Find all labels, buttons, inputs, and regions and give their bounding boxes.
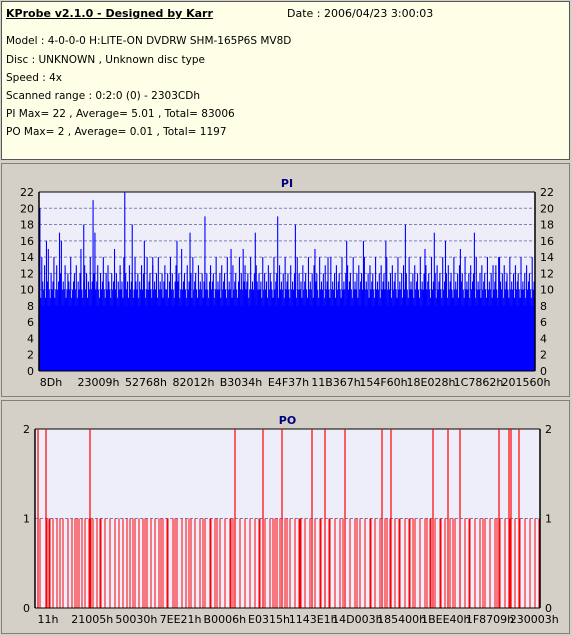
y-tick-left: 2 bbox=[23, 423, 30, 436]
y-tick-left: 12 bbox=[20, 267, 34, 280]
range-line: Scanned range : 0:2:0 (0) - 2303CDh bbox=[6, 90, 200, 102]
x-tick-label: 1143E1h bbox=[289, 613, 338, 626]
x-tick-label: 21005h bbox=[71, 613, 113, 626]
chart-title: PO bbox=[279, 414, 296, 427]
y-tick-right: 0 bbox=[540, 365, 547, 378]
y-tick-right: 12 bbox=[540, 267, 554, 280]
x-tick-label: B3034h bbox=[220, 376, 263, 389]
po-chart: PO 0 0 1 1 2 2 11h 21005h 50030h 7EE21h B0006h E0315… bbox=[23, 414, 559, 626]
x-tick-label: 18E028h bbox=[407, 376, 456, 389]
y-tick-left: 0 bbox=[23, 602, 30, 615]
scan-date: Date : 2006/04/23 3:00:03 bbox=[287, 7, 434, 20]
x-tick-label: 7EE21h bbox=[160, 613, 202, 626]
y-tick-left: 8 bbox=[27, 300, 34, 313]
y-tick-left: 16 bbox=[20, 235, 34, 248]
y-tick-right: 14 bbox=[540, 251, 554, 264]
y-tick-left: 0 bbox=[27, 365, 34, 378]
app-title: KProbe v2.1.0 - Designed by Karr bbox=[6, 7, 213, 20]
y-tick-left: 10 bbox=[20, 284, 34, 297]
x-tick-label: 8Dh bbox=[40, 376, 62, 389]
po-chart-panel: PO 0 0 1 1 2 2 11h 21005h 50030h 7EE21h B0006h E0315… bbox=[1, 400, 570, 634]
y-tick-left: 4 bbox=[27, 332, 34, 345]
x-tick-label: 50030h bbox=[115, 613, 157, 626]
y-tick-right: 10 bbox=[540, 284, 554, 297]
pi-summary-line: PI Max= 22 , Average= 5.01 , Total= 8300… bbox=[6, 108, 235, 120]
y-tick-right: 0 bbox=[545, 602, 552, 615]
x-tick-label: E4F37h bbox=[268, 376, 309, 389]
x-tick-label: 1F8709h bbox=[466, 613, 514, 626]
y-tick-right: 8 bbox=[540, 300, 547, 313]
speed-line: Speed : 4x bbox=[6, 72, 63, 84]
y-tick-right: 4 bbox=[540, 332, 547, 345]
x-tick-label: E0315h bbox=[248, 613, 290, 626]
y-tick-left: 22 bbox=[20, 186, 34, 199]
y-tick-right: 2 bbox=[545, 423, 552, 436]
x-tick-label: B0006h bbox=[204, 613, 247, 626]
y-tick-left: 6 bbox=[27, 316, 34, 329]
info-panel: KProbe v2.1.0 - Designed by Karr Date : … bbox=[1, 1, 570, 160]
y-tick-left: 1 bbox=[23, 513, 30, 526]
y-tick-right: 18 bbox=[540, 219, 554, 232]
chart-title: PI bbox=[281, 177, 293, 190]
y-tick-right: 16 bbox=[540, 235, 554, 248]
disc-line: Disc : UNKNOWN , Unknown disc type bbox=[6, 54, 205, 66]
y-tick-right: 2 bbox=[540, 349, 547, 362]
po-summary-line: PO Max= 2 , Average= 0.01 , Total= 1197 bbox=[6, 126, 227, 138]
x-tick-label: 11h bbox=[38, 613, 59, 626]
x-tick-label: 154F60h bbox=[359, 376, 407, 389]
y-tick-right: 20 bbox=[540, 202, 554, 215]
x-tick-label: 201560h bbox=[502, 376, 551, 389]
x-tick-label: 1BEE40h bbox=[421, 613, 470, 626]
x-tick-label: 185400h bbox=[377, 613, 426, 626]
pi-chart-panel: PI 0 0 2 2 4 4 6 6 8 8 10 10 12 12 14 14 16 16 18 18 20 20 22 22… bbox=[1, 163, 570, 397]
x-tick-label: 82012h bbox=[173, 376, 215, 389]
y-tick-left: 2 bbox=[27, 349, 34, 362]
x-tick-label: 23009h bbox=[78, 376, 120, 389]
y-tick-left: 20 bbox=[20, 202, 34, 215]
x-tick-label: 52768h bbox=[125, 376, 167, 389]
x-tick-label: 14D003h bbox=[332, 613, 382, 626]
model-line: Model : 4-0-0-0 H:LITE-ON DVDRW SHM-165P… bbox=[6, 35, 292, 47]
y-tick-right: 6 bbox=[540, 316, 547, 329]
y-tick-right: 1 bbox=[545, 513, 552, 526]
x-tick-label: 1C7862h bbox=[454, 376, 504, 389]
y-tick-left: 14 bbox=[20, 251, 34, 264]
y-tick-right: 22 bbox=[540, 186, 554, 199]
x-tick-label: 11B367h bbox=[311, 376, 361, 389]
y-tick-left: 18 bbox=[20, 219, 34, 232]
x-tick-label: 230003h bbox=[510, 613, 559, 626]
